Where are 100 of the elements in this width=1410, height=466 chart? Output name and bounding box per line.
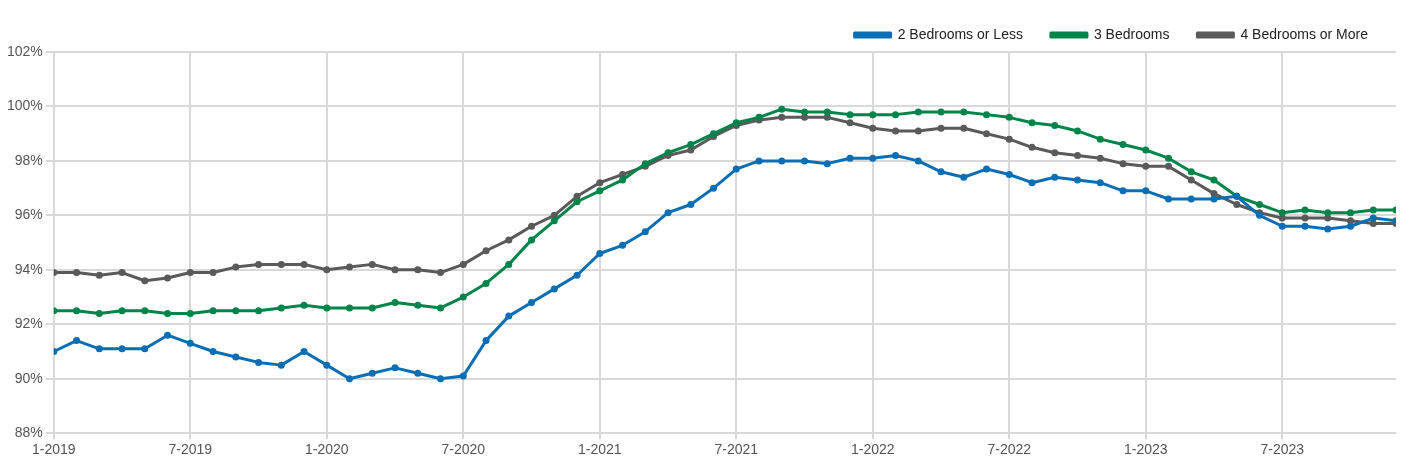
y-tick-label: 98% — [14, 151, 43, 168]
point — [619, 241, 627, 249]
x-tick-label: 1-2021 — [577, 441, 622, 458]
point — [141, 307, 149, 315]
point — [1005, 171, 1013, 179]
point — [1301, 214, 1309, 222]
point — [1301, 206, 1309, 214]
point — [277, 260, 285, 268]
point — [164, 309, 172, 317]
point — [1165, 154, 1173, 162]
point — [368, 304, 376, 312]
point — [209, 307, 217, 315]
point — [892, 151, 900, 159]
point — [73, 269, 81, 277]
point — [732, 165, 740, 173]
point — [414, 369, 422, 377]
point — [869, 111, 877, 119]
point — [368, 369, 376, 377]
point — [573, 198, 581, 206]
point — [573, 271, 581, 279]
point — [73, 337, 81, 345]
y-tick-label: 96% — [14, 206, 43, 223]
point — [1347, 209, 1354, 217]
legend-label: 4 Bedrooms or More — [1240, 25, 1369, 42]
point — [300, 260, 308, 268]
point — [869, 124, 877, 132]
point — [801, 157, 809, 165]
x-tick-label: 7-2023 — [1260, 441, 1305, 458]
point — [141, 277, 149, 285]
point — [1119, 187, 1127, 195]
point — [960, 173, 968, 181]
point — [914, 157, 922, 165]
point — [118, 345, 126, 353]
point — [1324, 209, 1332, 217]
point — [209, 348, 217, 356]
point — [1210, 195, 1218, 203]
point — [1096, 154, 1104, 162]
point — [346, 375, 354, 383]
point — [801, 108, 809, 116]
point — [459, 260, 467, 268]
point — [368, 260, 376, 268]
point — [505, 312, 513, 320]
point — [323, 361, 331, 369]
point — [687, 200, 695, 208]
x-tick-label: 1-2020 — [305, 441, 349, 458]
point — [1028, 179, 1036, 187]
point — [391, 364, 399, 372]
point — [823, 113, 831, 121]
point — [1347, 222, 1354, 230]
x-tick-label: 1-2019 — [32, 441, 76, 458]
point — [914, 108, 922, 116]
point — [619, 176, 627, 184]
point — [1051, 173, 1059, 181]
legend-label: 3 Bedrooms — [1093, 25, 1170, 42]
point — [528, 236, 536, 244]
point — [937, 168, 945, 176]
point — [118, 269, 126, 277]
point — [346, 263, 354, 271]
point — [391, 266, 399, 274]
point — [459, 372, 467, 380]
point — [596, 249, 604, 257]
point — [1210, 190, 1218, 198]
point — [937, 124, 945, 132]
point — [300, 348, 308, 356]
y-tick-label: 100% — [6, 97, 43, 114]
x-tick-label: 1-2022 — [850, 441, 895, 458]
point — [528, 299, 536, 306]
point — [255, 358, 263, 366]
point — [1165, 195, 1173, 203]
point — [505, 260, 513, 268]
point — [1165, 162, 1173, 170]
point — [95, 345, 103, 353]
point — [1324, 225, 1332, 233]
point — [437, 375, 445, 383]
point — [914, 127, 922, 135]
x-tick-label: 7-2021 — [714, 441, 759, 458]
point — [1187, 195, 1195, 203]
point — [95, 271, 103, 279]
point — [323, 304, 331, 312]
point — [459, 293, 467, 301]
point — [1074, 127, 1082, 135]
point — [1233, 200, 1241, 208]
x-tick-label: 7-2020 — [441, 441, 486, 458]
point — [1119, 160, 1127, 168]
point — [300, 301, 308, 309]
point — [596, 187, 604, 195]
point — [1074, 151, 1082, 159]
point — [1278, 209, 1286, 217]
point — [232, 263, 240, 271]
point — [1096, 135, 1104, 143]
point — [1324, 214, 1332, 222]
point — [482, 337, 490, 345]
point — [1028, 143, 1036, 151]
point — [550, 285, 558, 293]
point — [1369, 206, 1377, 214]
point — [1210, 176, 1218, 184]
point — [209, 269, 217, 277]
point — [73, 307, 81, 315]
point — [232, 353, 240, 361]
point — [414, 301, 422, 309]
